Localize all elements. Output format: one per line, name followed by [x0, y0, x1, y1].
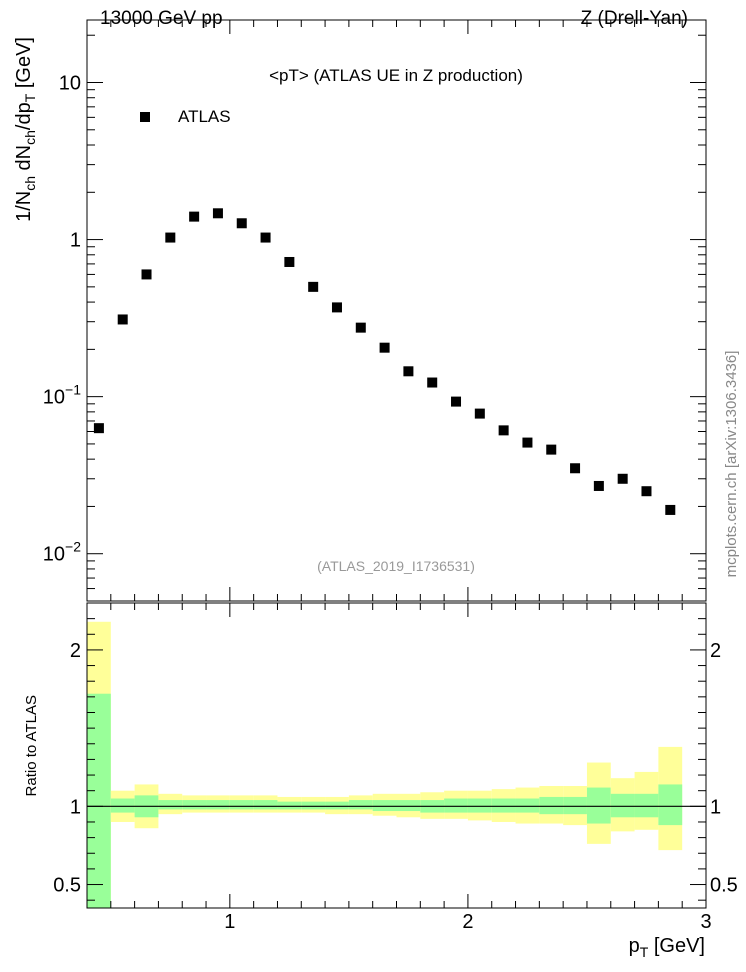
ratio-band-inner [87, 693, 111, 908]
ratio-band-inner [610, 793, 635, 818]
data-point [403, 366, 414, 377]
y-tick-label: 10−2 [43, 539, 81, 566]
ratio-band-inner [396, 800, 421, 812]
ratio-band-inner [658, 784, 683, 826]
ratio-band-inner [444, 798, 468, 813]
data-point [546, 444, 557, 455]
ratio-band-inner [467, 798, 492, 813]
ratio-band-inner [634, 793, 659, 818]
data-point [284, 256, 295, 267]
data-point [617, 473, 628, 484]
data-point [355, 322, 366, 333]
ratio-y-tick-label: 2 [70, 640, 81, 662]
data-point [593, 480, 604, 491]
x-axis-label: pT [GeV] [629, 935, 705, 960]
ratio-band-inner [586, 787, 611, 824]
y-axis-label: 1/Nch dNch/dpT [GeV] [13, 37, 38, 222]
data-point [165, 232, 176, 243]
data-point [236, 218, 247, 229]
ratio-band-inner [229, 800, 254, 810]
y-tick-label: 10−1 [43, 382, 81, 409]
ratio-frame [86, 602, 707, 909]
ratio-band-inner [110, 798, 135, 813]
data-point [570, 463, 581, 474]
ratio-band-inner [277, 801, 302, 810]
legend-marker [140, 112, 150, 122]
ratio-band-inner [325, 801, 349, 810]
x-tick-label: 1 [224, 911, 235, 933]
ratio-band-inner [348, 800, 373, 810]
data-point [260, 232, 271, 243]
ratio-band-inner [182, 800, 207, 810]
ratio-band-inner [491, 798, 516, 813]
y-tick-label: 10 [59, 73, 81, 95]
ratio-band-inner [372, 800, 397, 812]
ratio-band-inner [539, 796, 564, 815]
ratio-panel: 0.5 0.5 1 1 2 2 1 2 3 [53, 602, 738, 933]
x-tick-label: 3 [700, 911, 711, 933]
plot-text: 13000 GeV pp Z (Drell-Yan) <pT> (ATLAS UE … [13, 8, 740, 960]
ratio-y-tick-label: 1 [70, 796, 81, 818]
data-point [331, 302, 342, 313]
data-point [308, 281, 319, 292]
data-point [641, 486, 652, 497]
ratio-y-tick-label-right: 1 [710, 796, 721, 818]
side-label: mcplots.cern.ch [arXiv:1306.3436] [723, 351, 740, 578]
ratio-y-tick-label-right: 0.5 [710, 875, 738, 897]
data-point [474, 408, 485, 419]
header-right: Z (Drell-Yan) [581, 8, 688, 29]
ratio-band-inner [563, 796, 587, 815]
ratio-band-inner [515, 798, 540, 813]
ratio-y-axis-label: Ratio to ATLAS [23, 695, 40, 796]
ratio-band-inner [253, 800, 278, 810]
data-point [451, 396, 462, 407]
chart-title: <pT> (ATLAS UE in Z production) [269, 66, 523, 85]
ratio-y-tick-label: 0.5 [53, 875, 81, 897]
data-point [379, 342, 390, 353]
x-tick-label: 2 [462, 911, 473, 933]
ratio-band-inner [206, 800, 230, 810]
header-left: 13000 GeV pp [100, 8, 223, 29]
data-point [498, 425, 509, 436]
data-point [117, 314, 128, 325]
data-point [665, 504, 676, 515]
ratio-band-inner [158, 800, 183, 810]
data-point [189, 211, 200, 222]
legend-entry: ATLAS [178, 107, 231, 126]
y-tick-label: 1 [70, 230, 81, 252]
ratio-y-tick-label-right: 2 [710, 640, 721, 662]
data-point [427, 377, 438, 388]
ratio-band-inner [301, 801, 326, 810]
main-panel: 10−2 10−1 1 10 ATLAS [43, 19, 707, 602]
chart-subtitle: (ATLAS_2019_I1736531) [317, 558, 475, 574]
data-point [522, 437, 533, 448]
data-point [212, 208, 223, 219]
data-point [93, 423, 104, 434]
data-point [141, 269, 152, 280]
